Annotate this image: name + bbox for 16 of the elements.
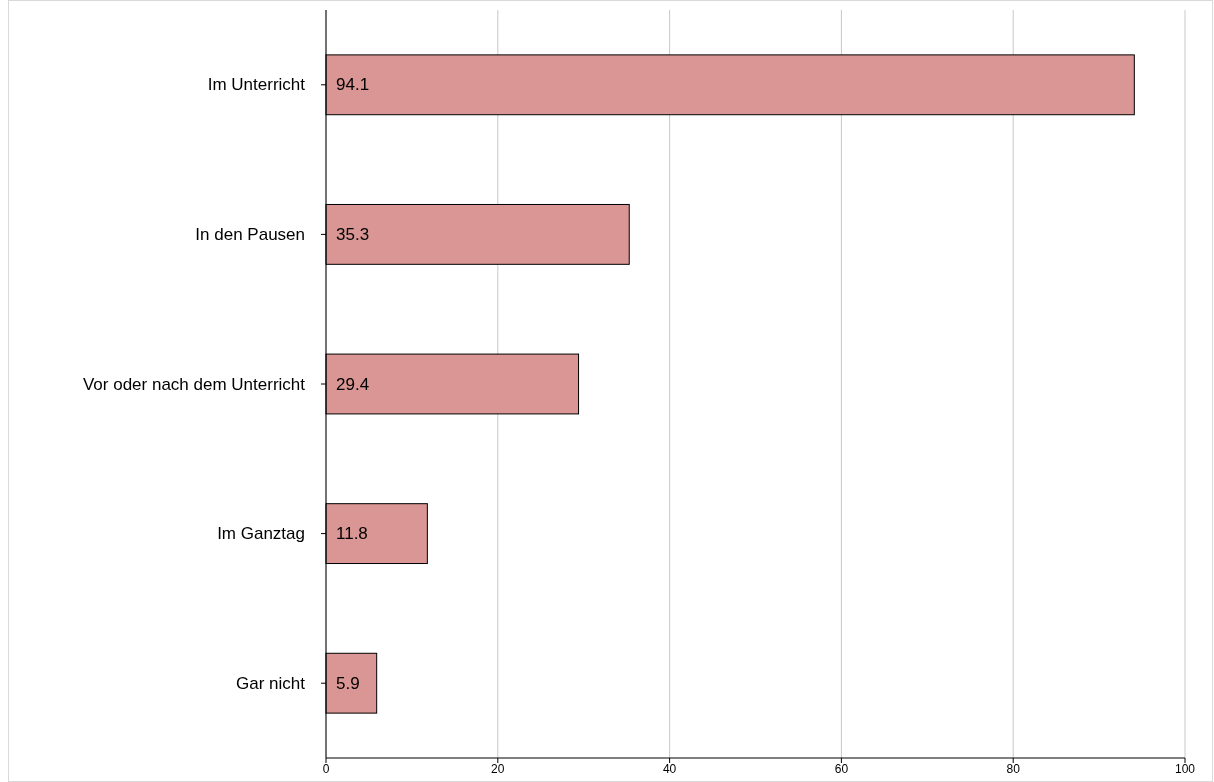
y-tick-label: In den Pausen: [195, 224, 305, 244]
data-label: 11.8: [336, 524, 368, 544]
x-tick-label: 40: [662, 761, 677, 776]
y-tick-label: Gar nicht: [236, 673, 306, 693]
y-tick-label: Im Unterricht: [207, 75, 306, 95]
data-label: 5.9: [336, 673, 360, 693]
x-tick-label: 0: [322, 761, 330, 776]
y-tick-label: Vor oder nach dem Unterricht: [82, 374, 306, 394]
x-tick-label: 100: [1174, 761, 1196, 776]
x-tick-label: 80: [1006, 761, 1021, 776]
x-tick-label: 60: [834, 761, 849, 776]
y-tick-label: Im Ganztag: [217, 524, 305, 544]
data-label: 35.3: [336, 224, 370, 244]
data-label: 94.1: [336, 75, 370, 95]
data-label: 29.4: [336, 374, 370, 394]
x-tick-label: 20: [491, 761, 505, 776]
